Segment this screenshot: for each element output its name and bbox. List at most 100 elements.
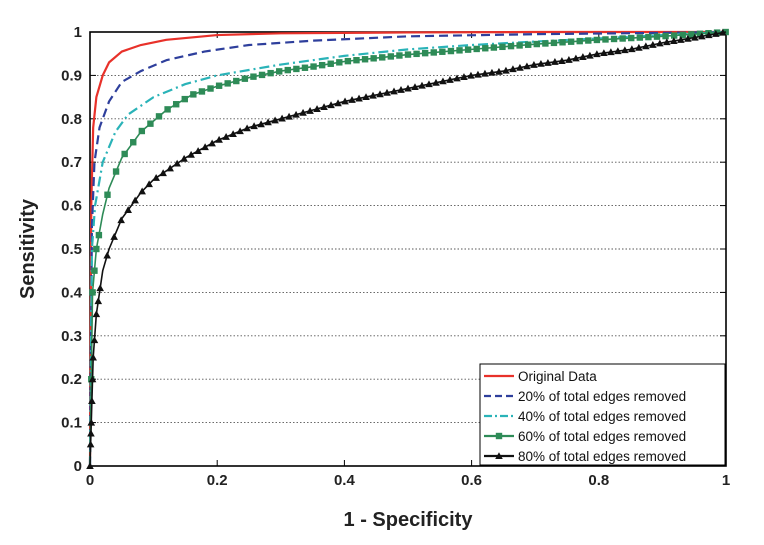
marker-triangle (103, 251, 111, 259)
marker-square (130, 139, 137, 146)
marker-triangle (502, 66, 510, 74)
legend: Original Data 20% of total edges removed 4… (479, 363, 726, 466)
marker-triangle (516, 63, 524, 71)
marker-square (138, 127, 146, 135)
marker-triangle (579, 53, 587, 60)
marker-square (490, 44, 498, 51)
series-4 (88, 28, 729, 467)
marker-triangle (96, 284, 104, 292)
marker-triangle (537, 59, 545, 67)
y-tick-label: 0.4 (61, 284, 83, 301)
x-tick-label: 0.2 (207, 472, 228, 489)
grid-lines (90, 74, 726, 424)
series-1 (88, 30, 726, 467)
marker-square (318, 61, 326, 69)
marker-triangle (670, 37, 678, 45)
marker-square-legend (495, 432, 503, 440)
marker-triangle (635, 43, 643, 51)
axis-ticks: 0 0.1 0.2 0.3 0.4 0.5 0.6 0.7 0.8 0.9 1 0 0.2 0.4 0.6 0… (61, 24, 730, 489)
marker-triangle (425, 80, 433, 88)
marker-square (284, 66, 291, 74)
x-tick-label: 0.8 (588, 472, 609, 489)
series-lines (86, 28, 729, 470)
marker-square (628, 34, 635, 42)
marker-triangle (94, 297, 103, 305)
marker-triangle (117, 216, 125, 224)
legend-label: 60% of total edges removed (518, 429, 686, 444)
marker-square (224, 80, 231, 87)
marker-triangle (628, 45, 636, 53)
marker-triangle (572, 54, 580, 62)
legend-label: 80% of total edges removed (518, 449, 686, 464)
marker-square (181, 95, 188, 103)
marker-triangle (187, 150, 195, 158)
y-axis-title: Sensitivity (17, 198, 39, 299)
marker-square (164, 106, 171, 113)
marker-square (91, 267, 98, 274)
series-line (88, 30, 726, 467)
marker-square (482, 45, 489, 52)
y-tick-label: 0.8 (61, 111, 82, 128)
marker-triangle (418, 81, 426, 89)
x-tick-label: 0.4 (334, 472, 356, 489)
marker-triangle (684, 34, 692, 42)
marker-triangle (432, 78, 440, 86)
marker-square (542, 40, 549, 47)
x-axis-title: 1 - Specificity (344, 509, 474, 531)
marker-square (172, 101, 180, 108)
marker-triangle (250, 122, 258, 130)
marker-square (653, 33, 661, 40)
marker-triangle (390, 87, 398, 95)
marker-square (121, 150, 128, 158)
marker-triangle (369, 91, 377, 99)
marker-square (662, 32, 669, 40)
marker-triangle (88, 375, 97, 383)
marker-triangle (271, 116, 279, 124)
marker-square (104, 191, 111, 198)
marker-square (439, 48, 446, 55)
marker-triangle (376, 90, 384, 98)
marker-square (190, 91, 197, 98)
marker-triangle (131, 196, 139, 204)
marker-square (267, 69, 274, 77)
marker-square (293, 65, 300, 73)
marker-square (215, 82, 223, 89)
y-tick-label: 0.3 (61, 328, 82, 345)
marker-triangle (92, 310, 101, 318)
marker-triangle (474, 70, 482, 78)
marker-triangle (124, 206, 132, 213)
marker-triangle (698, 32, 706, 40)
marker-triangle (488, 68, 496, 76)
marker-square (361, 56, 369, 63)
marker-triangle (89, 353, 97, 361)
marker-triangle (355, 94, 363, 102)
marker-triangle (201, 143, 209, 151)
marker-triangle (530, 61, 538, 68)
marker-triangle (180, 154, 188, 162)
marker-triangle (292, 110, 300, 118)
marker-triangle (362, 93, 370, 101)
marker-square (155, 113, 163, 120)
series-5 (86, 28, 727, 470)
marker-square (516, 42, 523, 49)
marker-triangle (467, 71, 475, 79)
marker-square (499, 43, 506, 51)
marker-triangle (222, 133, 230, 140)
marker-square (610, 35, 618, 43)
legend-box (479, 363, 726, 466)
marker-triangle (593, 50, 601, 58)
marker-triangle (523, 62, 531, 70)
marker-square (421, 49, 429, 57)
marker-triangle (87, 418, 96, 426)
marker-square (241, 75, 249, 82)
marker-triangle (341, 97, 349, 105)
marker-square (507, 42, 515, 50)
marker-triangle (642, 42, 650, 50)
marker-triangle (320, 103, 328, 111)
marker-triangle (663, 38, 671, 46)
marker-triangle (87, 429, 95, 437)
marker-triangle (649, 41, 657, 48)
marker-square (688, 31, 695, 38)
marker-square (370, 55, 377, 62)
marker-triangle (264, 118, 272, 126)
